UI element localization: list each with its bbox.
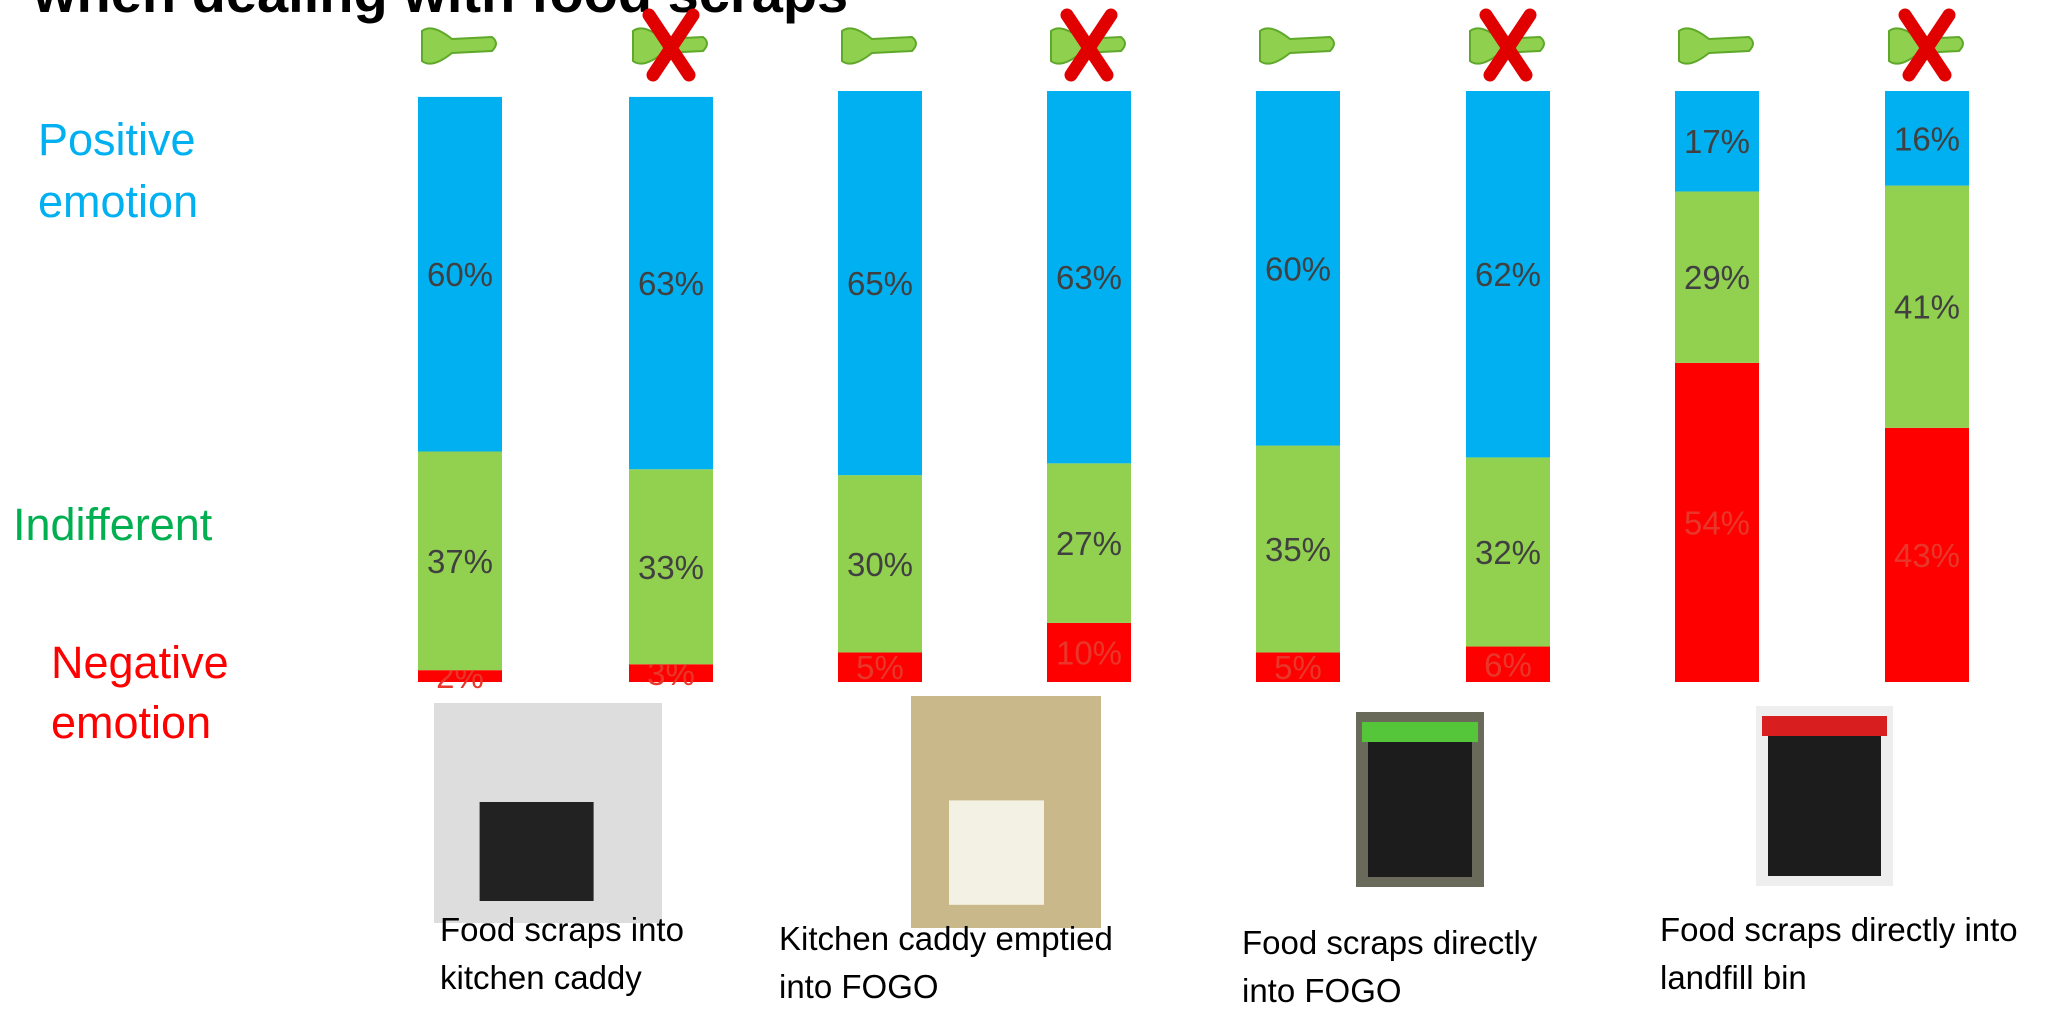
legend-label: Negative emotion	[51, 637, 229, 748]
value-label: 16%	[1894, 120, 1960, 157]
bar-segment	[1466, 91, 1550, 458]
cross-icon	[1479, 8, 1537, 82]
value-label: 30%	[847, 546, 913, 583]
bar-segment	[1256, 91, 1340, 446]
bar-segment	[629, 469, 713, 665]
value-label: 29%	[1684, 259, 1750, 296]
bar-segment	[1256, 445, 1340, 653]
value-label: 37%	[427, 543, 493, 580]
bar-segment	[1466, 457, 1550, 647]
bar-segment	[838, 475, 922, 653]
chart-title: when dealing with food scraps	[32, 0, 848, 24]
bar-segment	[1047, 91, 1131, 464]
value-label: 17%	[1684, 123, 1750, 160]
value-label: 63%	[638, 265, 704, 302]
group-caption: kitchen caddy	[440, 959, 642, 996]
value-label: 65%	[847, 265, 913, 302]
value-label: 5%	[1274, 649, 1322, 686]
value-label: 54%	[1684, 504, 1750, 541]
value-label: 33%	[638, 549, 704, 586]
bar-segment	[1885, 427, 1969, 682]
bar-segment	[1256, 652, 1340, 682]
legend-line: Negative	[51, 637, 229, 688]
caddy	[949, 800, 1044, 905]
value-label: 5%	[856, 649, 904, 686]
cross-icon	[1898, 8, 1956, 82]
group-caption: Food scraps directly into	[1660, 911, 2018, 948]
legend-line: emotion	[38, 176, 198, 227]
bar-segment	[1675, 191, 1759, 363]
value-label: 60%	[427, 256, 493, 293]
bag-icon	[1259, 27, 1335, 65]
value-label: 10%	[1056, 634, 1122, 671]
group-caption: into FOGO	[779, 968, 939, 1005]
cross-icon	[642, 8, 700, 82]
value-label: 63%	[1056, 259, 1122, 296]
bar-segment	[1675, 362, 1759, 682]
bar-segment	[1675, 91, 1759, 192]
bag-icon	[1678, 27, 1754, 65]
group-caption: Food scraps directly	[1242, 924, 1538, 961]
group-caption: Kitchen caddy emptied	[779, 920, 1113, 957]
bar-segment	[629, 664, 713, 682]
bin-lid	[1762, 716, 1887, 736]
value-label: 35%	[1265, 531, 1331, 568]
legend-label: Indifferent	[13, 499, 213, 550]
value-label: 32%	[1475, 534, 1541, 571]
bar-segment	[1047, 463, 1131, 623]
value-label: 6%	[1484, 646, 1532, 683]
legend-line: emotion	[51, 697, 211, 748]
bar-segment	[1047, 622, 1131, 682]
group-caption: Food scraps into	[440, 911, 684, 948]
value-label: 41%	[1894, 289, 1960, 326]
cross-icon	[1060, 8, 1118, 82]
bar-segment	[1885, 185, 1969, 428]
value-label: 62%	[1475, 256, 1541, 293]
value-label: 43%	[1894, 537, 1960, 574]
bin-lid	[1362, 722, 1478, 742]
bar-segment	[418, 670, 502, 682]
bar-segment	[838, 91, 922, 476]
bar-segment	[1885, 91, 1969, 186]
bar-segment	[1466, 646, 1550, 682]
value-label: 60%	[1265, 250, 1331, 287]
group-caption: landfill bin	[1660, 959, 1807, 996]
bag-icon	[421, 27, 497, 65]
bar-segment	[838, 652, 922, 682]
bar-segment	[418, 96, 502, 452]
legend-label: Positive emotion	[38, 114, 198, 227]
caddy	[479, 802, 594, 901]
bag-icon	[841, 27, 917, 65]
bin-body	[1768, 731, 1881, 876]
bar-segment	[418, 451, 502, 671]
bar-segment	[629, 96, 713, 470]
legend-line: Positive	[38, 114, 196, 165]
bin-body	[1368, 737, 1472, 877]
group-caption: into FOGO	[1242, 972, 1402, 1009]
value-label: 27%	[1056, 525, 1122, 562]
